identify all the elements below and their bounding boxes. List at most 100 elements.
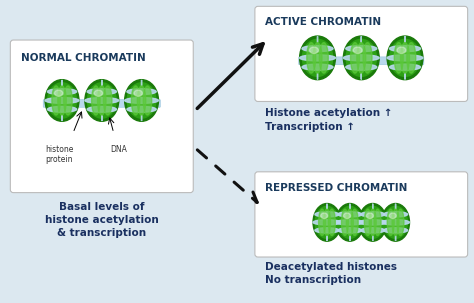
Ellipse shape xyxy=(300,55,336,61)
Ellipse shape xyxy=(346,64,377,70)
Ellipse shape xyxy=(319,43,328,73)
Ellipse shape xyxy=(125,98,158,103)
FancyBboxPatch shape xyxy=(255,172,468,257)
FancyBboxPatch shape xyxy=(255,6,468,102)
Ellipse shape xyxy=(315,228,339,233)
Ellipse shape xyxy=(45,80,79,121)
Ellipse shape xyxy=(302,45,333,52)
Ellipse shape xyxy=(361,228,385,233)
Ellipse shape xyxy=(390,45,420,52)
Ellipse shape xyxy=(361,212,385,217)
Ellipse shape xyxy=(313,204,341,241)
Ellipse shape xyxy=(302,39,333,76)
Ellipse shape xyxy=(87,106,117,112)
FancyBboxPatch shape xyxy=(314,221,409,228)
Text: DNA: DNA xyxy=(110,145,127,154)
Ellipse shape xyxy=(383,212,408,217)
Ellipse shape xyxy=(143,86,152,115)
Text: NORMAL CHROMATIN: NORMAL CHROMATIN xyxy=(21,53,146,63)
Text: Histone acetylation ↑
Transcription ↑: Histone acetylation ↑ Transcription ↑ xyxy=(265,108,392,132)
Ellipse shape xyxy=(387,55,423,61)
Text: REPRESSED CHROMATIN: REPRESSED CHROMATIN xyxy=(265,183,407,193)
Ellipse shape xyxy=(98,86,106,115)
Ellipse shape xyxy=(361,206,384,238)
Ellipse shape xyxy=(127,106,156,112)
Ellipse shape xyxy=(47,106,77,112)
Ellipse shape xyxy=(384,206,407,238)
Ellipse shape xyxy=(103,86,112,115)
Ellipse shape xyxy=(397,209,404,235)
FancyBboxPatch shape xyxy=(10,40,193,193)
Ellipse shape xyxy=(353,47,362,54)
Ellipse shape xyxy=(382,220,410,225)
Ellipse shape xyxy=(336,204,364,241)
Ellipse shape xyxy=(85,98,118,103)
Ellipse shape xyxy=(91,86,100,115)
Text: Basal levels of
histone acetylation
& transcription: Basal levels of histone acetylation & tr… xyxy=(45,201,159,238)
Ellipse shape xyxy=(369,209,376,235)
Ellipse shape xyxy=(394,43,403,73)
Ellipse shape xyxy=(365,209,371,235)
Ellipse shape xyxy=(338,228,362,233)
Ellipse shape xyxy=(307,43,316,73)
Ellipse shape xyxy=(387,209,394,235)
Text: Deacetylated histones
No transcription: Deacetylated histones No transcription xyxy=(265,262,397,285)
Ellipse shape xyxy=(321,213,328,218)
Ellipse shape xyxy=(52,86,60,115)
Ellipse shape xyxy=(94,90,103,96)
Ellipse shape xyxy=(366,213,374,218)
Ellipse shape xyxy=(387,36,423,80)
Ellipse shape xyxy=(302,64,333,70)
Ellipse shape xyxy=(390,39,420,76)
Ellipse shape xyxy=(407,43,416,73)
Ellipse shape xyxy=(48,83,76,118)
Ellipse shape xyxy=(357,43,366,73)
Ellipse shape xyxy=(319,209,326,235)
Ellipse shape xyxy=(45,98,79,103)
Ellipse shape xyxy=(346,209,353,235)
Ellipse shape xyxy=(300,36,336,80)
Ellipse shape xyxy=(343,36,379,80)
Ellipse shape xyxy=(55,90,63,96)
Ellipse shape xyxy=(363,43,372,73)
Text: histone
protein: histone protein xyxy=(45,145,73,165)
Ellipse shape xyxy=(346,39,376,76)
Ellipse shape xyxy=(401,43,410,73)
Ellipse shape xyxy=(359,204,387,241)
Ellipse shape xyxy=(390,64,420,70)
Ellipse shape xyxy=(64,86,72,115)
Ellipse shape xyxy=(134,90,142,96)
Ellipse shape xyxy=(85,80,118,121)
Ellipse shape xyxy=(127,89,156,95)
Ellipse shape xyxy=(346,45,377,52)
Ellipse shape xyxy=(389,213,396,218)
Ellipse shape xyxy=(351,209,358,235)
Ellipse shape xyxy=(131,86,140,115)
Ellipse shape xyxy=(315,206,339,238)
Ellipse shape xyxy=(313,220,341,225)
FancyBboxPatch shape xyxy=(43,99,161,107)
Ellipse shape xyxy=(383,228,408,233)
Ellipse shape xyxy=(392,209,399,235)
Ellipse shape xyxy=(351,43,359,73)
Ellipse shape xyxy=(336,220,364,225)
Ellipse shape xyxy=(87,89,117,95)
Ellipse shape xyxy=(313,43,322,73)
Ellipse shape xyxy=(397,47,406,54)
FancyBboxPatch shape xyxy=(299,57,424,65)
Ellipse shape xyxy=(344,213,351,218)
Ellipse shape xyxy=(58,86,66,115)
Ellipse shape xyxy=(47,89,77,95)
Ellipse shape xyxy=(127,83,156,118)
Ellipse shape xyxy=(323,209,330,235)
Ellipse shape xyxy=(328,209,335,235)
Ellipse shape xyxy=(374,209,381,235)
Ellipse shape xyxy=(341,209,348,235)
Ellipse shape xyxy=(359,220,387,225)
Ellipse shape xyxy=(343,55,379,61)
Text: ACTIVE CHROMATIN: ACTIVE CHROMATIN xyxy=(265,17,381,27)
Ellipse shape xyxy=(310,47,319,54)
Ellipse shape xyxy=(125,80,158,121)
Ellipse shape xyxy=(87,83,116,118)
Ellipse shape xyxy=(137,86,146,115)
